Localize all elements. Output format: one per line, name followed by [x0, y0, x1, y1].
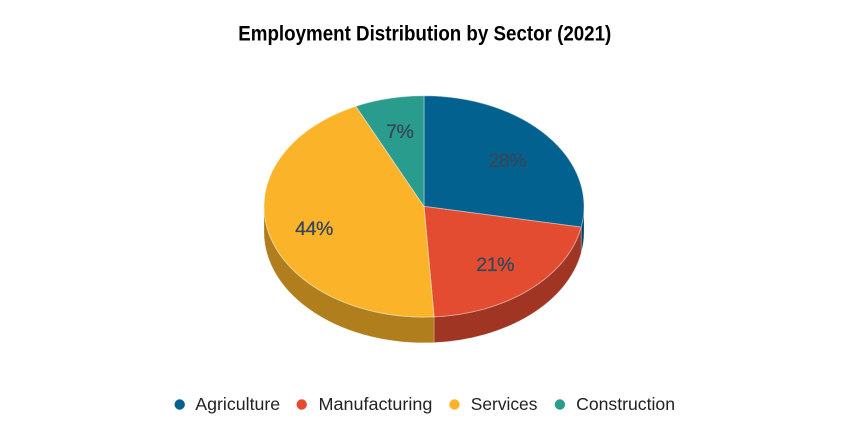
- svg-text:7%: 7%: [386, 121, 413, 143]
- svg-text:Manufacturing: Manufacturing: [319, 394, 433, 414]
- svg-text:28%: 28%: [488, 150, 526, 172]
- svg-text:Construction: Construction: [576, 394, 675, 414]
- svg-text:44%: 44%: [295, 218, 333, 240]
- svg-text:21%: 21%: [476, 254, 514, 276]
- svg-text:Agriculture: Agriculture: [195, 394, 280, 414]
- svg-text:Employment Distribution by Sec: Employment Distribution by Sector (2021): [238, 22, 611, 46]
- svg-text:Services: Services: [471, 394, 538, 414]
